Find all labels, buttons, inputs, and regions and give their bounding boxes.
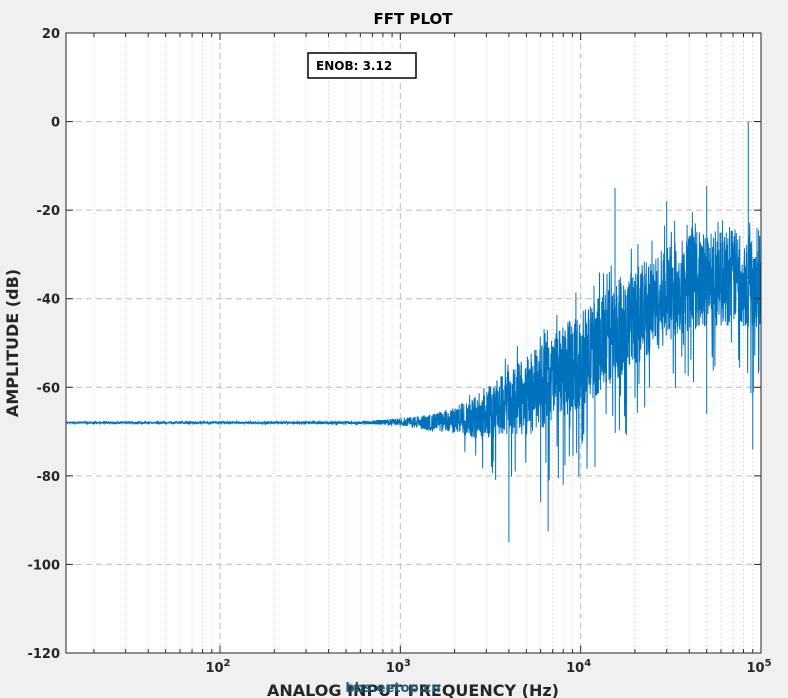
y-tick-label: -80 — [37, 470, 61, 485]
y-tick-label: 0 — [51, 116, 60, 131]
y-tick-label: 20 — [42, 27, 60, 42]
y-tick-labels: 20 0 -20 -40 -60 -80 -100 -120 — [27, 27, 60, 662]
watermark: bbs.eetop.cn — [345, 681, 440, 696]
y-tick-label: -100 — [27, 558, 60, 573]
plot-area — [66, 33, 761, 653]
chart-title: FFT PLOT — [374, 10, 454, 28]
y-tick-label: -120 — [27, 647, 60, 662]
x-axis-label: ANALOG INPUT FREQUENCY (Hz) — [267, 681, 559, 698]
x-tick-label: 105 — [746, 658, 771, 676]
annotation-border — [307, 52, 417, 79]
signal-layer — [65, 121, 762, 543]
x-tick-label: 102 — [205, 658, 230, 676]
y-tick-label: -20 — [37, 204, 61, 219]
x-tick-labels: 102 103 104 105 — [205, 658, 771, 676]
fft-series-line — [65, 121, 762, 543]
x-tick-label: 103 — [386, 658, 411, 676]
y-tick-label: -60 — [37, 381, 61, 396]
tick-marks — [66, 32, 762, 654]
y-axis-label: AMPLITUDE (dB) — [3, 269, 22, 417]
annotation-text: ENOB: 3.12 — [316, 59, 392, 73]
y-tick-label: -40 — [37, 293, 61, 308]
enob-annotation-box: ENOB: 3.12 — [307, 52, 417, 79]
x-tick-label: 104 — [566, 658, 591, 676]
plot-frame — [65, 32, 762, 654]
